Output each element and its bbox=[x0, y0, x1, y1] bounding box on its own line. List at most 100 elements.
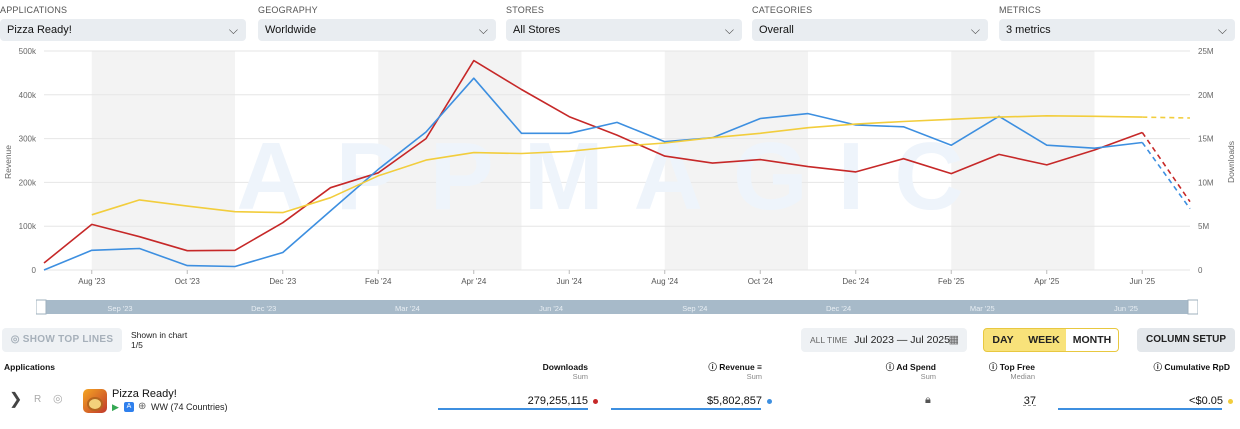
x-tick-label: Oct '24 bbox=[748, 277, 774, 286]
x-tick-label: Jun '25 bbox=[1129, 277, 1155, 286]
chevron-right-icon[interactable]: ❯ bbox=[9, 391, 23, 408]
period-day-button[interactable]: DAY bbox=[992, 334, 1014, 346]
date-range-picker[interactable]: ALL TIME Jul 2023 — Jul 2025 ▦ bbox=[801, 328, 967, 352]
shown-in-chart: Shown in chart 1/5 bbox=[131, 330, 187, 350]
shown-label: Shown in chart bbox=[131, 330, 188, 340]
help-icon: ⓘ bbox=[1153, 362, 1165, 372]
revenue-projection-line bbox=[1141, 142, 1191, 210]
col-title: Ad Spend bbox=[896, 362, 936, 372]
y-tick-label: 0 bbox=[32, 266, 37, 275]
filter-stores: STORES All Stores ⌵ bbox=[506, 4, 742, 41]
y-tick-label: 200k bbox=[19, 178, 37, 187]
show-top-lines-button[interactable]: ◎ SHOW TOP LINES bbox=[2, 328, 122, 352]
rpd-bar bbox=[1058, 408, 1222, 410]
categories-select[interactable]: Overall ⌵ bbox=[752, 19, 988, 41]
chevron-down-icon: ⌵ bbox=[478, 23, 488, 37]
app-icon bbox=[83, 389, 107, 413]
col-downloads[interactable]: Downloads Sum bbox=[480, 362, 588, 382]
revenue-series-line bbox=[43, 77, 1143, 271]
x-tick-label: Feb '25 bbox=[938, 277, 965, 286]
filter-value: Overall bbox=[759, 24, 794, 36]
chart-controls: ◎ SHOW TOP LINES Shown in chart 1/5 ALL … bbox=[0, 326, 1240, 356]
x-tick-label: Dec '24 bbox=[842, 277, 869, 286]
app-region: WW (74 Countries) bbox=[151, 402, 228, 412]
watermark: APPMAGIC bbox=[236, 123, 993, 230]
col-title: Cumulative RpD bbox=[1164, 362, 1230, 372]
col-applications[interactable]: Applications bbox=[4, 362, 56, 372]
downloads-series-line bbox=[43, 59, 1143, 264]
eye-icon[interactable]: ◎ bbox=[53, 393, 63, 405]
quarter-band bbox=[91, 51, 235, 270]
quarter-band bbox=[378, 51, 522, 270]
y2-tick-label: 20M bbox=[1198, 91, 1214, 100]
downloads-value: 279,255,115 bbox=[527, 395, 588, 407]
top-free-cell[interactable]: 37 bbox=[1023, 395, 1036, 407]
filter-label: CATEGORIES bbox=[752, 5, 813, 15]
filter-applications: APPLICATIONS Pizza Ready! ⌵ bbox=[0, 4, 246, 41]
google-play-icon: ▶ bbox=[112, 402, 119, 412]
cumulative-rpd-series-line bbox=[91, 115, 1143, 216]
trend-chart[interactable]: APPMAGIC 0 100k 200k 300k 400k 500k 0 5M 10M 15M… bbox=[0, 44, 1240, 294]
period-toggle: DAY WEEK MONTH bbox=[983, 328, 1119, 352]
period-week-button[interactable]: WEEK bbox=[1028, 334, 1060, 346]
column-setup-button[interactable]: COLUMN SETUP bbox=[1137, 328, 1235, 352]
scroller-left-handle[interactable] bbox=[36, 299, 47, 315]
globe-icon: ⊕ bbox=[138, 401, 147, 412]
stores-select[interactable]: All Stores ⌵ bbox=[506, 19, 742, 41]
y2-tick-label: 15M bbox=[1198, 135, 1214, 144]
all-time-label[interactable]: ALL TIME bbox=[810, 335, 848, 345]
shown-count: 1/5 bbox=[131, 340, 143, 350]
metrics-select[interactable]: 3 metrics ⌵ bbox=[999, 19, 1235, 41]
col-title: Revenue bbox=[719, 362, 755, 372]
quarter-band bbox=[951, 51, 1095, 270]
filter-value: All Stores bbox=[513, 24, 561, 36]
lock-icon: 🔒︎ bbox=[925, 394, 931, 406]
help-icon: ⓘ bbox=[988, 362, 1000, 372]
col-cumulative-rpd[interactable]: ⓘ Cumulative RpD bbox=[1100, 362, 1230, 372]
rpd-cell: <$0.05 bbox=[1100, 394, 1233, 408]
y2-tick-label: 10M bbox=[1198, 178, 1214, 187]
time-scroller[interactable]: Sep '23 Dec '23 Mar '24 Jun '24 Sep '24 Dec '… bbox=[36, 298, 1198, 318]
col-subtitle: Sum bbox=[746, 372, 762, 381]
chevron-down-icon: ⌵ bbox=[1217, 23, 1227, 37]
period-month-button[interactable]: MONTH bbox=[1066, 329, 1118, 351]
calendar-icon: ▦ bbox=[948, 334, 959, 346]
eye-icon: ◎ bbox=[10, 334, 23, 345]
rpd-value: <$0.05 bbox=[1189, 395, 1223, 407]
filter-label: STORES bbox=[506, 5, 545, 15]
col-revenue[interactable]: ⓘ Revenue ≡ Sum bbox=[660, 362, 762, 382]
scroller-track[interactable] bbox=[36, 300, 1198, 314]
x-tick-label: Aug '23 bbox=[78, 277, 105, 286]
rank-marker[interactable]: R bbox=[34, 394, 42, 405]
chevron-down-icon: ⌵ bbox=[970, 23, 980, 37]
revenue-value: $5,802,857 bbox=[706, 395, 762, 407]
filter-label: METRICS bbox=[999, 5, 1041, 15]
revenue-cell: $5,802,857 bbox=[612, 394, 772, 408]
x-tick-label: Dec '23 bbox=[269, 277, 296, 286]
downloads-cell: 279,255,115 bbox=[440, 394, 598, 408]
scroller-right-handle[interactable] bbox=[1187, 299, 1198, 315]
app-name[interactable]: Pizza Ready! bbox=[112, 388, 177, 400]
downloads-projection-line bbox=[1141, 132, 1191, 203]
col-ad-spend[interactable]: ⓘ Ad Spend Sum bbox=[850, 362, 936, 382]
x-tick-label: Apr '24 bbox=[461, 277, 487, 286]
filter-value: Worldwide bbox=[265, 24, 317, 36]
filter-geography: GEOGRAPHY Worldwide ⌵ bbox=[258, 4, 496, 41]
filter-metrics: METRICS 3 metrics ⌵ bbox=[999, 4, 1235, 41]
quarter-band bbox=[664, 51, 808, 270]
applications-select[interactable]: Pizza Ready! ⌵ bbox=[0, 19, 246, 41]
date-range-value: Jul 2023 — Jul 2025 bbox=[854, 334, 950, 346]
y-tick-label: 100k bbox=[19, 222, 37, 231]
help-icon: ⓘ bbox=[885, 362, 897, 372]
filter-label: GEOGRAPHY bbox=[258, 5, 318, 15]
x-tick-label: Apr '25 bbox=[1034, 277, 1060, 286]
series-dot bbox=[1228, 398, 1233, 404]
y-axis-label: Revenue bbox=[3, 145, 13, 179]
y2-tick-label: 0 bbox=[1198, 266, 1203, 275]
table-row[interactable]: ❯ R ◎ Pizza Ready! ▶ A ⊕ WW (74 Countrie… bbox=[0, 386, 1240, 426]
chevron-down-icon: ⌵ bbox=[228, 23, 238, 37]
sort-icon[interactable]: ≡ bbox=[754, 362, 762, 372]
col-top-free[interactable]: ⓘ Top Free Median bbox=[960, 362, 1035, 382]
geography-select[interactable]: Worldwide ⌵ bbox=[258, 19, 496, 41]
scroller-label: Sep '23 bbox=[107, 304, 132, 313]
